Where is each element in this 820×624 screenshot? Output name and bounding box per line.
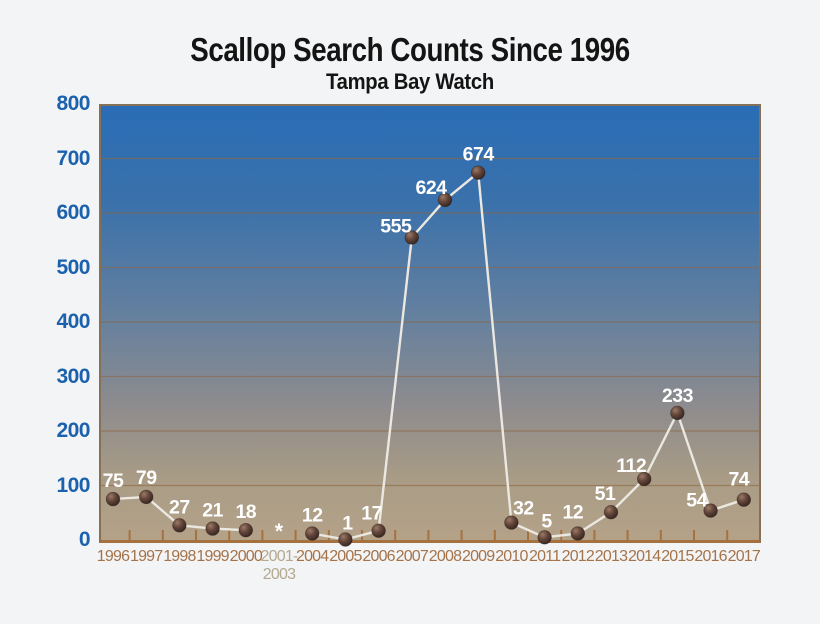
data-point-2016 xyxy=(703,503,718,518)
x-axis-label-2013: 2013 xyxy=(594,548,628,565)
x-axis-label-1998: 1998 xyxy=(163,548,196,565)
x-axis-label-2007: 2007 xyxy=(395,548,429,565)
x-axis-label-2010: 2010 xyxy=(495,548,528,565)
x-axis-label-2001-2003: 2001- 2003 xyxy=(260,548,299,584)
data-label-1999: 21 xyxy=(202,500,223,522)
data-point-1997 xyxy=(139,489,154,505)
data-label-2009: 674 xyxy=(463,144,495,166)
missing-data-asterisk: * xyxy=(275,520,284,543)
x-axis-label-2008: 2008 xyxy=(428,548,462,565)
x-axis-label-1996: 1996 xyxy=(96,548,130,565)
data-label-1998: 27 xyxy=(169,496,190,518)
data-label-1996: 75 xyxy=(103,470,124,492)
x-axis-label-2009: 2009 xyxy=(461,548,495,565)
data-point-2014 xyxy=(637,471,652,487)
data-label-2015: 233 xyxy=(662,385,694,407)
data-label-2004: 12 xyxy=(302,505,323,527)
data-point-2005 xyxy=(338,532,353,547)
data-point-2004 xyxy=(304,526,320,541)
data-label-2016: 54 xyxy=(686,490,707,512)
data-point-2011 xyxy=(537,530,552,545)
y-axis-tick-label-300: 300 xyxy=(56,364,90,388)
chart-title: Scallop Search Counts Since 1996 xyxy=(190,31,630,68)
data-line-segment xyxy=(310,171,745,541)
x-axis: 1996 1997 1998 1999 2000 2001- 2003 2004 2005 200… xyxy=(97,548,761,594)
data-label-2014: 112 xyxy=(616,455,647,477)
data-point-2017 xyxy=(736,492,752,507)
data-label-2005: 1 xyxy=(342,513,353,535)
plot-area: 75 79 27 21 18 12 1 17 555 624 674 32 5 12 51 112 233 54 7… xyxy=(99,104,761,547)
data-point-2013 xyxy=(603,505,619,520)
x-axis-label-2012: 2012 xyxy=(561,548,595,565)
data-label-2008: 624 xyxy=(415,177,447,199)
x-axis-label-2014: 2014 xyxy=(627,548,661,565)
y-axis-tick-label-0: 0 xyxy=(78,528,91,551)
data-label-2012: 12 xyxy=(562,502,583,524)
x-axis-label-2017: 2017 xyxy=(727,548,761,565)
data-point-2010 xyxy=(504,515,519,530)
data-label-2007: 555 xyxy=(380,216,412,238)
data-point-2008 xyxy=(437,192,453,208)
y-axis-tick-label-800: 800 xyxy=(56,92,90,115)
data-point-2015 xyxy=(670,405,685,421)
data-point-2012 xyxy=(570,526,586,541)
x-axis-label-2011: 2011 xyxy=(528,548,561,565)
data-point-2009 xyxy=(471,165,486,180)
data-point-2000 xyxy=(238,523,254,538)
data-label-1997: 79 xyxy=(136,467,157,489)
chart-subtitle: Tampa Bay Watch xyxy=(326,69,494,94)
y-axis-tick-label-100: 100 xyxy=(56,473,90,497)
x-axis-gap-label-line: 2003 xyxy=(262,566,296,583)
x-axis-label-1997: 1997 xyxy=(129,548,163,565)
data-point-1999 xyxy=(205,521,220,536)
y-axis: 0 100 200 300 400 500 600 700 800 xyxy=(0,0,90,624)
y-axis-tick-label-600: 600 xyxy=(56,201,90,224)
data-point-1996 xyxy=(105,491,121,507)
x-axis-label-2000: 2000 xyxy=(229,548,263,565)
y-axis-tick-label-200: 200 xyxy=(56,419,90,442)
y-axis-tick-label-500: 500 xyxy=(56,255,90,279)
y-axis-tick-label-400: 400 xyxy=(56,310,90,333)
data-label-2010: 32 xyxy=(513,498,534,520)
x-axis-label-2005: 2005 xyxy=(329,548,362,565)
x-axis-gap-label-line: 2001- xyxy=(260,548,299,565)
x-axis-label-1999: 1999 xyxy=(196,548,229,565)
data-label-2011: 5 xyxy=(541,510,552,532)
data-point-2006 xyxy=(371,523,386,538)
x-axis-label-2006: 2006 xyxy=(362,548,395,565)
data-label-2017: 74 xyxy=(728,469,749,491)
y-axis-tick-label-700: 700 xyxy=(56,146,90,170)
data-point-2007 xyxy=(404,230,420,245)
x-axis-label-2004: 2004 xyxy=(295,548,329,565)
data-label-2000: 18 xyxy=(235,501,256,523)
x-axis-label-2016: 2016 xyxy=(694,548,727,565)
data-label-2006: 17 xyxy=(361,503,382,525)
data-point-1998 xyxy=(172,518,187,533)
x-axis-label-2015: 2015 xyxy=(661,548,694,565)
data-label-2013: 51 xyxy=(595,483,616,505)
